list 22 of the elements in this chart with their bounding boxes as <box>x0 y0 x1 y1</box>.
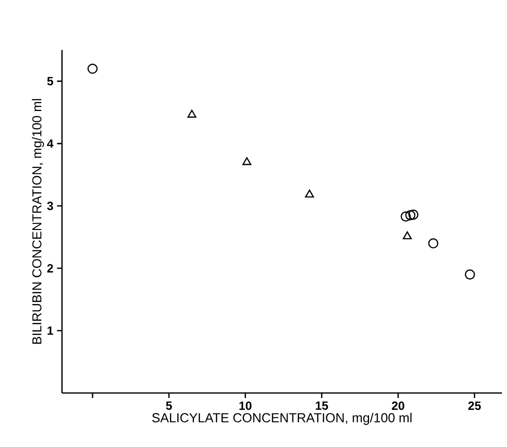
point <box>187 110 196 118</box>
x-tick-label: 10 <box>239 402 252 410</box>
y-tick-label: 4 <box>47 139 54 148</box>
y-tick-label: 2 <box>47 264 54 272</box>
point <box>305 190 314 198</box>
point <box>402 231 412 240</box>
x-axis-title: SALICYLATE CONCENTRATION, mg/100 ml <box>152 412 412 425</box>
x-tick-label: 20 <box>392 402 404 410</box>
y-axis-title: BILIRUBIN CONCENTRATION, mg/100 ml <box>32 99 44 344</box>
point <box>464 269 476 280</box>
y-tick-label: 3 <box>47 202 54 210</box>
x-tick-label: 5 <box>166 402 172 410</box>
point <box>400 211 411 222</box>
point <box>87 64 98 74</box>
point <box>405 210 416 220</box>
point <box>428 238 438 248</box>
x-tick-label: 15 <box>316 402 328 410</box>
point <box>242 157 252 166</box>
point <box>408 210 418 220</box>
y-tick-label: 5 <box>47 77 54 86</box>
x-tick-label: 25 <box>468 402 481 410</box>
y-tick-label: 1 <box>48 326 54 335</box>
